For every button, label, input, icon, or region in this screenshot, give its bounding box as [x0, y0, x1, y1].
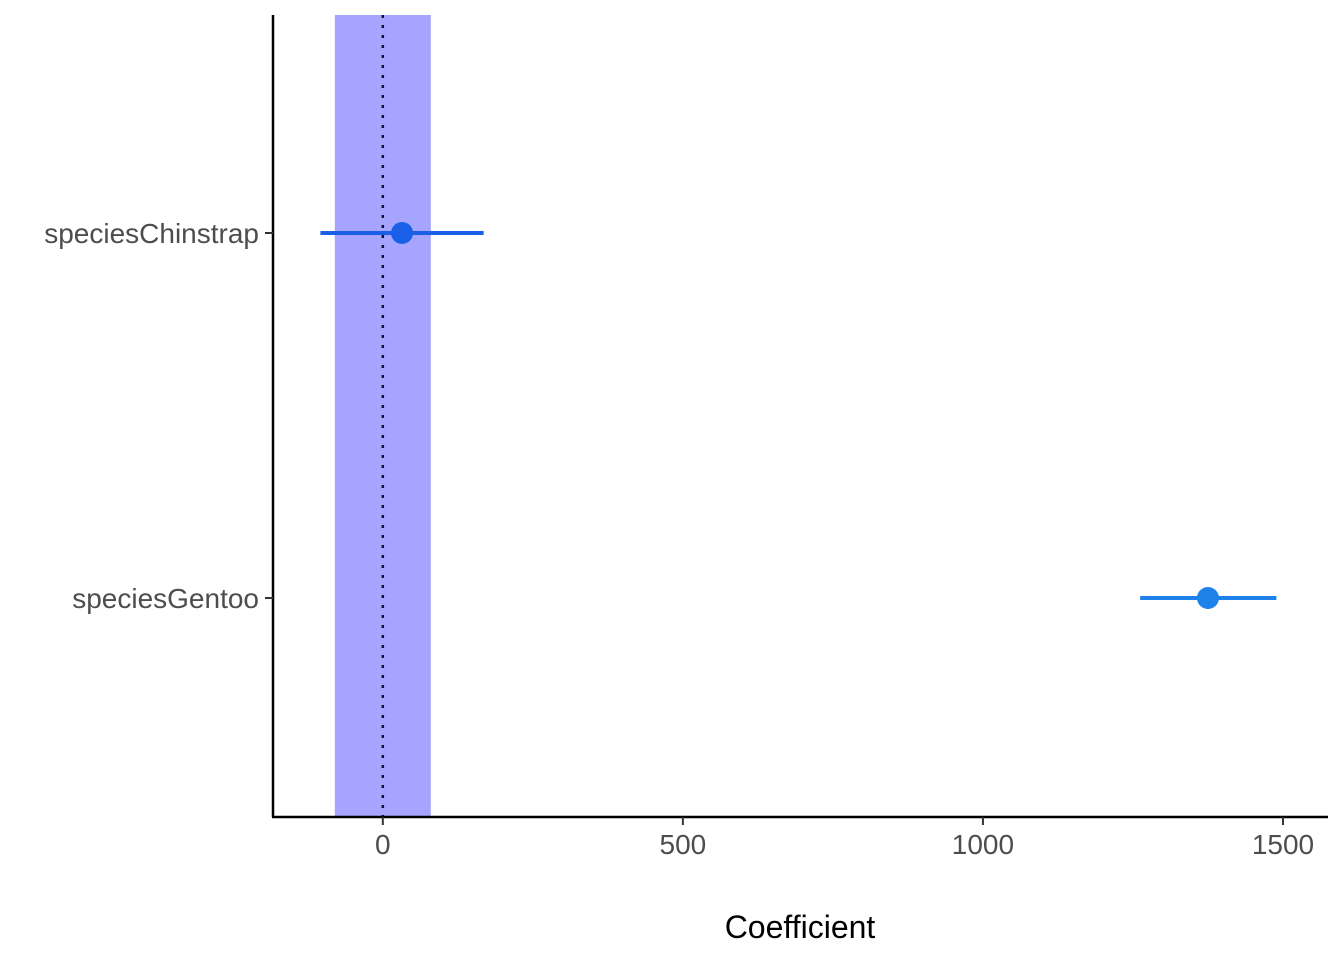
x-tick-label: 0 — [375, 829, 391, 860]
y-tick-label: speciesChinstrap — [44, 218, 259, 249]
y-tick-label: speciesGentoo — [72, 583, 259, 614]
axes — [271, 15, 1328, 819]
y-ticks: speciesChinstrap speciesGentoo — [44, 218, 273, 614]
x-tick-label: 1000 — [952, 829, 1014, 860]
x-tick-label: 1500 — [1252, 829, 1314, 860]
x-axis-title: Coefficient — [725, 909, 876, 945]
estimate-point — [1196, 587, 1219, 609]
series — [320, 222, 1277, 609]
x-tick-label: 500 — [660, 829, 707, 860]
estimate-point — [391, 222, 414, 244]
x-ticks: 0 500 1000 1500 — [375, 817, 1314, 860]
